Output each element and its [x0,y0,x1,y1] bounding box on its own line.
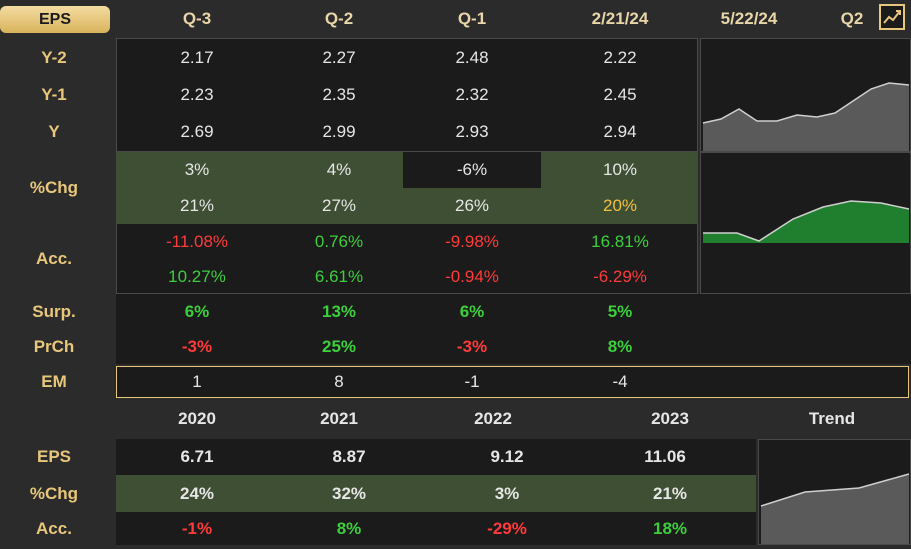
eps-tab-label: EPS [38,10,71,28]
trend-sparkline-panel [758,439,911,545]
annual-eps-2022: 9.12 [490,447,524,466]
cell-chg2-q1: 26% [454,196,490,215]
cell-surp-q2: 13% [321,302,357,321]
cell-acc1-date: 16.81% [591,231,649,251]
annual-chg-panel [116,475,756,512]
annual-acc-2023: 18% [652,518,688,538]
annual-acc-2021: 8% [336,518,362,538]
col-header-q1: Q-1 [457,9,487,28]
cell-y1-q1: 2.32 [455,85,489,104]
cell-surp-q3: 6% [184,302,210,321]
row-label-em: EM [41,372,67,391]
col-header-q2-future: Q2 [840,9,864,28]
col-header-q3: Q-3 [182,9,212,28]
annual-eps-2020: 6.71 [180,447,214,466]
trend-header: Trend [808,409,856,428]
year-header-2021: 2021 [320,409,358,428]
cell-prch-date: 8% [607,337,633,356]
annual-chg-2022: 3% [494,484,520,503]
cell-surp-date: 5% [607,302,633,321]
annual-chg-2023: 21% [652,484,688,503]
cell-y-q1: 2.93 [455,122,489,141]
cell-acc1-q2: 0.76% [314,231,364,251]
cell-y-date: 2.94 [603,122,637,141]
cell-prch-q2: 25% [321,337,357,356]
cell-surp-q1: 6% [459,302,485,321]
cell-y2-q1: 2.48 [455,48,489,67]
cell-acc2-q3: 10.27% [168,266,226,286]
cell-acc2-q1: -0.94% [445,266,499,286]
row-label-prch: PrCh [33,337,75,356]
year-header-2022: 2022 [474,409,512,428]
chg-panel-left [116,152,403,224]
cell-prch-q3: -3% [181,337,213,356]
chg-panel-dark [403,152,541,188]
annual-acc-panel [116,512,756,545]
row-label-surp: Surp. [32,302,76,321]
eps-tab[interactable]: EPS [0,6,110,33]
annual-label-chg: %Chg [29,484,79,503]
row-label-acc: Acc. [36,249,72,268]
cell-y1-date: 2.45 [603,85,637,104]
annual-eps-2021: 8.87 [332,447,366,466]
cell-y2-q2: 2.27 [322,48,356,67]
annual-chg-2020: 24% [179,484,215,503]
cell-acc1-q1: -9.98% [445,231,499,251]
cell-y2-q3: 2.17 [180,48,214,67]
chg-sparkline [703,200,910,243]
cell-em-q1: -1 [464,372,480,391]
cell-chg1-q2: 4% [326,160,352,179]
cell-chg2-date: 20% [602,196,638,215]
annual-acc-2022: -29% [487,518,527,538]
cell-chg2-q2: 27% [321,196,357,215]
cell-chg1-date: 10% [602,160,638,179]
acc-panel [116,224,698,294]
cell-acc1-q3: -11.08% [165,231,229,251]
eps-sparkline-panel [700,38,911,152]
annual-label-acc: Acc. [36,518,72,538]
surp-panel [116,294,911,364]
chg-sparkline-panel [700,152,911,294]
year-header-2020: 2020 [178,409,216,428]
cell-y-q3: 2.69 [180,122,214,141]
cell-y-q2: 2.99 [322,122,356,141]
trend-sparkline [760,473,910,544]
cell-chg1-q1: -6% [456,160,488,179]
chg-panel-right [541,152,698,224]
eps-sparkline [702,82,910,151]
cell-chg2-q3: 21% [179,196,215,215]
cell-em-q3: 1 [192,372,202,391]
yearly-eps-panel [116,38,698,152]
row-label-y1: Y-1 [41,85,67,104]
annual-eps-2023: 11.06 [644,447,686,466]
annual-eps-panel [116,439,756,475]
cell-prch-q1: -3% [456,337,488,356]
row-label-y2: Y-2 [41,48,67,67]
annual-chg-2021: 32% [331,484,367,503]
cell-y1-q2: 2.35 [322,85,356,104]
cell-chg1-q3: 3% [184,160,210,179]
line-chart-icon[interactable] [879,4,905,30]
col-header-date2: 5/22/24 [720,9,778,28]
chg-panel-mid [403,188,541,224]
annual-label-eps: EPS [36,447,72,466]
cell-em-date: -4 [612,372,628,391]
em-panel [116,366,909,398]
annual-acc-2020: -1% [181,518,213,538]
cell-y2-date: 2.22 [603,48,637,67]
col-header-date1: 2/21/24 [591,9,649,28]
row-label-y: Y [48,122,60,141]
year-header-2023: 2023 [651,409,689,428]
cell-em-q2: 8 [334,372,344,391]
cell-y1-q3: 2.23 [180,85,214,104]
row-label-chg: %Chg [29,178,79,197]
cell-acc2-date: -6.29% [593,266,647,286]
col-header-q2: Q-2 [324,9,354,28]
cell-acc2-q2: 6.61% [314,266,364,286]
